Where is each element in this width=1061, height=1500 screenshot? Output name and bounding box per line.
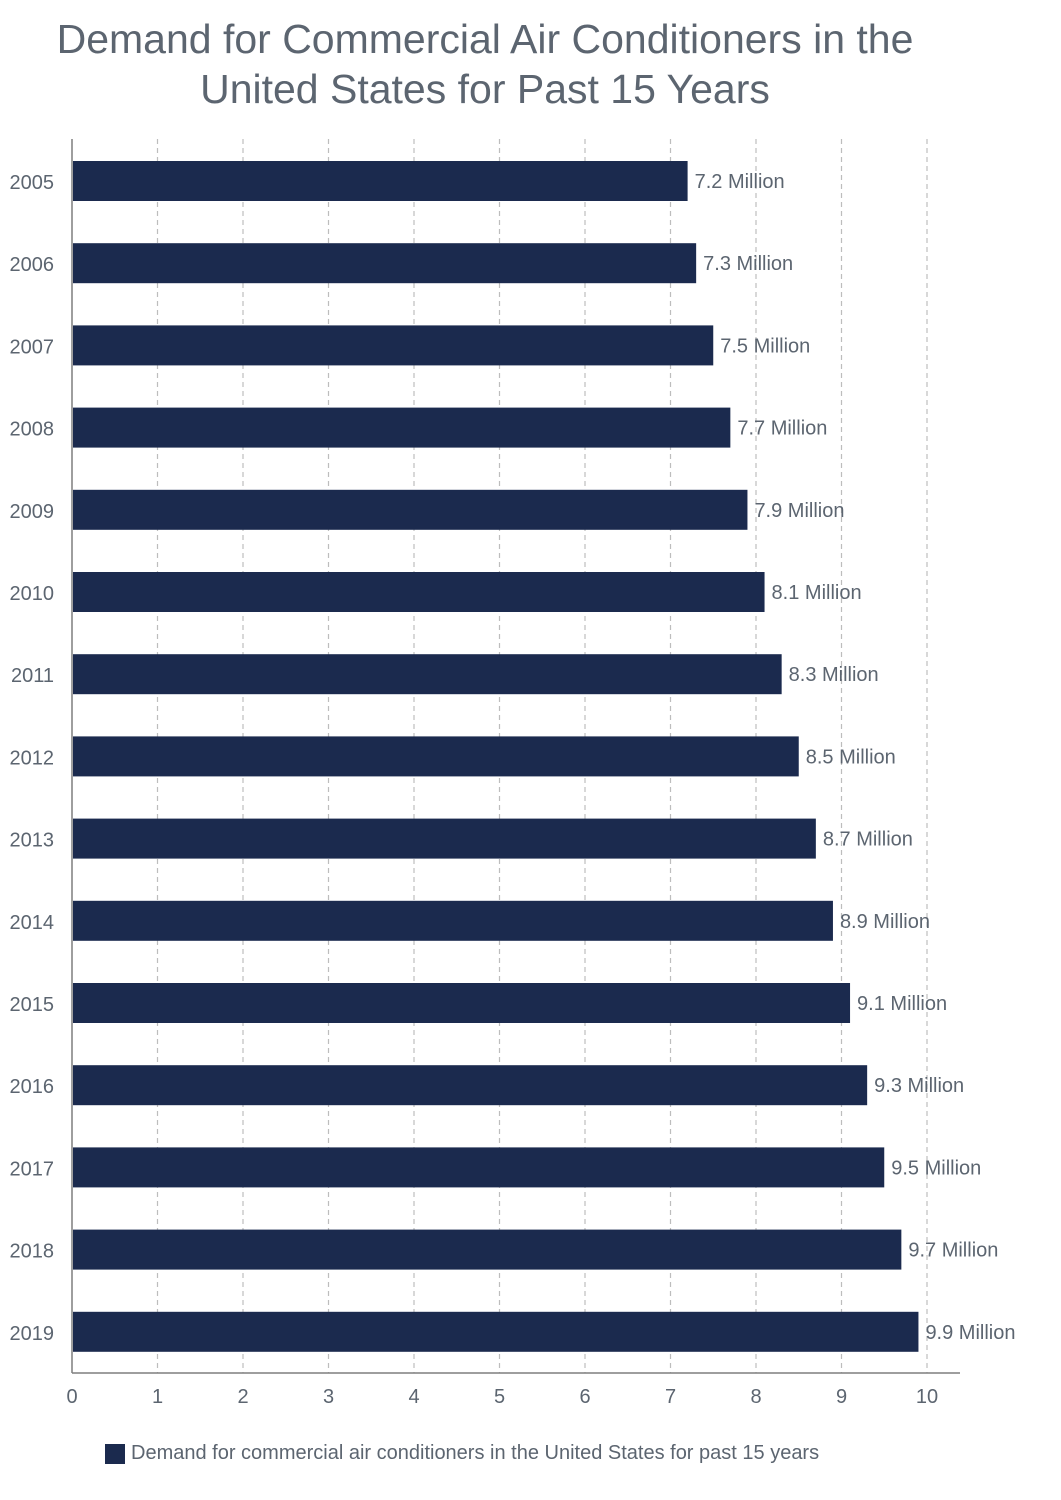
y-tick-label-2005: 2005 (10, 172, 55, 194)
legend: Demand for commercial air conditioners i… (105, 1442, 819, 1465)
x-tick-label: 7 (665, 1386, 676, 1408)
bar-2009 (73, 489, 748, 530)
y-tick-label-2008: 2008 (10, 419, 55, 441)
y-tick-label-2018: 2018 (10, 1241, 55, 1263)
x-tick-label: 1 (152, 1386, 163, 1408)
data-label-2012: 8.5 Million (806, 746, 896, 768)
x-tick-label: 4 (408, 1386, 419, 1408)
data-labels: 7.2 Million 7.3 Million 7.5 Million 7.7 Mil… (695, 171, 1016, 1344)
data-label-2011: 8.3 Million (789, 664, 879, 686)
x-tick-label: 3 (323, 1386, 334, 1408)
bar-2017 (73, 1147, 885, 1188)
data-label-2006: 7.3 Million (703, 253, 793, 275)
x-tick-label: 6 (579, 1386, 590, 1408)
data-label-2005: 7.2 Million (695, 171, 785, 193)
data-label-2017: 9.5 Million (891, 1157, 981, 1179)
y-tick-label-2015: 2015 (10, 994, 55, 1016)
y-tick-label-2011: 2011 (11, 665, 54, 687)
legend-swatch (105, 1443, 125, 1464)
y-tick-label-2007: 2007 (10, 336, 55, 358)
data-label-2015: 9.1 Million (857, 993, 947, 1015)
bars (73, 161, 919, 1352)
bar-2015 (73, 983, 851, 1023)
y-tick-label-2009: 2009 (10, 501, 55, 523)
axes (71, 139, 960, 1374)
x-tick-label: 5 (494, 1386, 505, 1408)
bar-2007 (73, 325, 714, 366)
legend-label: Demand for commercial air conditioners i… (131, 1442, 820, 1464)
x-tick-label: 0 (66, 1386, 77, 1408)
bar-2008 (73, 407, 731, 448)
y-tick-label-2017: 2017 (10, 1158, 55, 1180)
data-label-2018: 9.7 Million (908, 1240, 998, 1262)
x-tick-label: 2 (237, 1386, 248, 1408)
x-tick-label: 8 (750, 1386, 761, 1408)
data-label-2019: 9.9 Million (925, 1322, 1015, 1344)
data-label-2014: 8.9 Million (840, 911, 930, 933)
bar-2012 (73, 736, 799, 777)
x-axis-ticks: 0 1 2 3 4 5 6 7 8 9 10 (66, 1386, 938, 1408)
data-label-2007: 7.5 Million (720, 335, 810, 357)
data-label-2013: 8.7 Million (823, 829, 913, 851)
x-tick-label: 10 (916, 1386, 938, 1408)
y-tick-label-2019: 2019 (10, 1323, 55, 1345)
y-tick-label-2016: 2016 (10, 1076, 55, 1098)
bar-2014 (73, 900, 833, 941)
bar-2011 (73, 654, 782, 695)
bar-2005 (73, 161, 688, 201)
y-tick-label-2012: 2012 (10, 747, 55, 769)
x-tick-label: 9 (836, 1386, 847, 1408)
data-label-2008: 7.7 Million (737, 418, 827, 440)
bar-2016 (73, 1065, 868, 1106)
bar-2019 (73, 1311, 919, 1352)
y-tick-label-2013: 2013 (10, 830, 55, 852)
bar-2018 (73, 1229, 902, 1270)
bar-2010 (73, 572, 765, 612)
bar-2013 (73, 818, 816, 859)
y-axis-ticks: 2005 2006 2007 2008 2009 2010 2011 2012 2013 2014… (10, 172, 55, 1345)
y-tick-label-2014: 2014 (10, 912, 55, 934)
bar-2006 (73, 243, 697, 284)
chart-title: Demand for Commercial Air Conditioners i… (56, 16, 914, 112)
y-tick-label-2006: 2006 (10, 254, 55, 276)
data-label-2010: 8.1 Million (772, 582, 862, 604)
y-tick-label-2010: 2010 (10, 583, 55, 605)
data-label-2009: 7.9 Million (754, 500, 844, 522)
data-label-2016: 9.3 Million (874, 1075, 964, 1097)
